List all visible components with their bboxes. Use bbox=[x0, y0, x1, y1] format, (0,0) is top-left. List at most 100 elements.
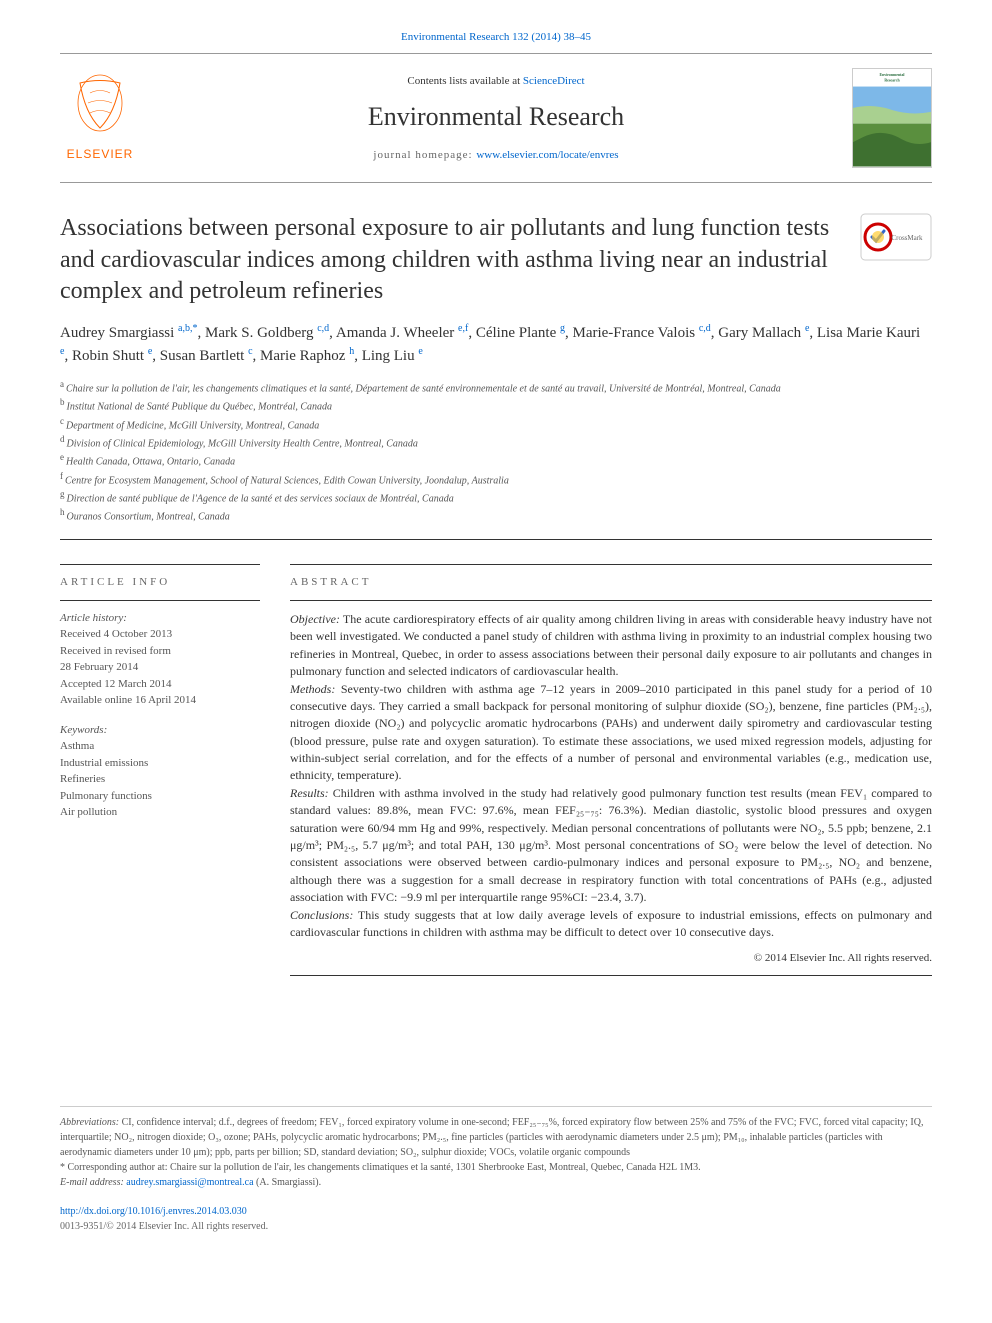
article-title: Associations between personal exposure t… bbox=[60, 213, 840, 307]
right-col-rule bbox=[290, 564, 932, 565]
banner-mid: Contents lists available at ScienceDirec… bbox=[140, 74, 852, 163]
svg-text:ELSEVIER: ELSEVIER bbox=[67, 147, 134, 161]
abstract-section-label: Results: bbox=[290, 786, 329, 800]
top-rule bbox=[60, 53, 932, 54]
corresp-text: Corresponding author at: Chaire sur la p… bbox=[68, 1162, 701, 1173]
author-affil-sup: c,d bbox=[699, 323, 711, 334]
email-link[interactable]: audrey.smargiassi@montreal.ca bbox=[126, 1177, 253, 1188]
keywords-label: Keywords: bbox=[60, 723, 260, 738]
title-block: Associations between personal exposure t… bbox=[60, 213, 932, 307]
journal-cover-icon: Environmental Research bbox=[852, 68, 932, 168]
author-affil-sup: c,d bbox=[317, 323, 329, 334]
affiliation: bInstitut National de Santé Publique du … bbox=[60, 396, 932, 414]
abstract-section-label: Objective: bbox=[290, 612, 340, 626]
author: Marie-France Valois c,d bbox=[572, 325, 710, 341]
affiliation: dDivision of Clinical Epidemiology, McGi… bbox=[60, 433, 932, 451]
contents-line: Contents lists available at ScienceDirec… bbox=[140, 74, 852, 89]
journal-ref-link[interactable]: Environmental Research 132 (2014) 38–45 bbox=[60, 30, 932, 45]
keyword-item: Air pollution bbox=[60, 804, 260, 821]
affil-letter: h bbox=[60, 507, 65, 517]
author-affil-sup: c bbox=[248, 346, 252, 357]
article-info-heading: ARTICLE INFO bbox=[60, 575, 260, 590]
author-affil-sup: g bbox=[560, 323, 565, 334]
author-affil-sup: a,b,* bbox=[178, 323, 197, 334]
email-line: E-mail address: audrey.smargiassi@montre… bbox=[60, 1175, 932, 1190]
author-affil-sup: h bbox=[349, 346, 354, 357]
footer-block: Abbreviations: CI, confidence interval; … bbox=[60, 1106, 932, 1190]
top-banner: ELSEVIER Contents lists available at Sci… bbox=[60, 60, 932, 176]
svg-text:Environmental: Environmental bbox=[879, 73, 905, 77]
author: Céline Plante g bbox=[476, 325, 565, 341]
affiliation: hOuranos Consortium, Montreal, Canada bbox=[60, 506, 932, 524]
history-item: Received 4 October 2013 bbox=[60, 626, 260, 643]
history-label: Article history: bbox=[60, 611, 260, 626]
abbrev-text: CI, confidence interval; d.f., degrees o… bbox=[60, 1117, 923, 1158]
abstract-col: ABSTRACT Objective: The acute cardioresp… bbox=[290, 564, 932, 986]
abstract-section: Results: Children with asthma involved i… bbox=[290, 785, 932, 907]
sciencedirect-link[interactable]: ScienceDirect bbox=[523, 75, 585, 87]
affiliations: aChaire sur la pollution de l'air, les c… bbox=[60, 378, 932, 525]
affil-letter: e bbox=[60, 452, 64, 462]
author: Gary Mallach e bbox=[718, 325, 809, 341]
journal-homepage: journal homepage: www.elsevier.com/locat… bbox=[140, 148, 852, 163]
homepage-link[interactable]: www.elsevier.com/locate/envres bbox=[476, 149, 618, 161]
email-suffix: (A. Smargiassi). bbox=[254, 1177, 322, 1188]
keyword-item: Pulmonary functions bbox=[60, 788, 260, 805]
keyword-item: Asthma bbox=[60, 738, 260, 755]
abstract-section-label: Conclusions: bbox=[290, 908, 353, 922]
left-col-rule bbox=[60, 564, 260, 565]
abstract-section: Objective: The acute cardiorespiratory e… bbox=[290, 611, 932, 681]
copyright-line: © 2014 Elsevier Inc. All rights reserved… bbox=[290, 951, 932, 966]
history-item: Available online 16 April 2014 bbox=[60, 692, 260, 709]
left-col-rule-2 bbox=[60, 600, 260, 601]
affiliation: fCentre for Ecosystem Management, School… bbox=[60, 470, 932, 488]
right-col-rule-3 bbox=[290, 975, 932, 976]
author-affil-sup: e bbox=[418, 346, 422, 357]
keyword-item: Refineries bbox=[60, 771, 260, 788]
affiliation: gDirection de santé publique de l'Agence… bbox=[60, 488, 932, 506]
affiliation: cDepartment of Medicine, McGill Universi… bbox=[60, 415, 932, 433]
section-rule bbox=[60, 539, 932, 540]
affil-letter: b bbox=[60, 397, 65, 407]
main-columns: ARTICLE INFO Article history: Received 4… bbox=[60, 564, 932, 986]
issn-line: 0013-9351/© 2014 Elsevier Inc. All right… bbox=[60, 1221, 268, 1232]
affiliation: eHealth Canada, Ottawa, Ontario, Canada bbox=[60, 451, 932, 469]
doi-block: http://dx.doi.org/10.1016/j.envres.2014.… bbox=[60, 1204, 932, 1234]
keyword-item: Industrial emissions bbox=[60, 755, 260, 772]
corresp-marker: * bbox=[60, 1162, 65, 1173]
history-item: 28 February 2014 bbox=[60, 659, 260, 676]
svg-text:CrossMark: CrossMark bbox=[891, 234, 923, 242]
author-affil-sup: e,f bbox=[458, 323, 468, 334]
author: Amanda J. Wheeler e,f bbox=[336, 325, 468, 341]
abstract-heading: ABSTRACT bbox=[290, 575, 932, 590]
author: Ling Liu e bbox=[362, 348, 423, 364]
author-affil-sup: e bbox=[148, 346, 152, 357]
author: Susan Bartlett c bbox=[160, 348, 253, 364]
author: Robin Shutt e bbox=[72, 348, 152, 364]
affiliation: aChaire sur la pollution de l'air, les c… bbox=[60, 378, 932, 396]
abstract-section: Methods: Seventy-two children with asthm… bbox=[290, 681, 932, 785]
abbreviations: Abbreviations: CI, confidence interval; … bbox=[60, 1115, 932, 1160]
author: Marie Raphoz h bbox=[260, 348, 354, 364]
author: Audrey Smargiassi a,b,* bbox=[60, 325, 198, 341]
banner-bottom-rule bbox=[60, 182, 932, 183]
affil-letter: c bbox=[60, 416, 64, 426]
article-info-col: ARTICLE INFO Article history: Received 4… bbox=[60, 564, 260, 986]
journal-name: Environmental Research bbox=[140, 99, 852, 135]
affil-letter: g bbox=[60, 489, 65, 499]
contents-text: Contents lists available at bbox=[407, 75, 522, 87]
author-affil-sup: e bbox=[60, 346, 64, 357]
abbrev-label: Abbreviations: bbox=[60, 1117, 119, 1128]
author: Mark S. Goldberg c,d bbox=[205, 325, 329, 341]
crossmark-badge-icon[interactable]: CrossMark bbox=[860, 213, 932, 261]
authors: Audrey Smargiassi a,b,*, Mark S. Goldber… bbox=[60, 321, 932, 368]
history-item: Received in revised form bbox=[60, 643, 260, 660]
corresponding-author: * Corresponding author at: Chaire sur la… bbox=[60, 1160, 932, 1175]
homepage-label: journal homepage: bbox=[373, 149, 476, 161]
right-col-rule-2 bbox=[290, 600, 932, 601]
abstract-section-label: Methods: bbox=[290, 682, 335, 696]
affil-letter: d bbox=[60, 434, 65, 444]
history-item: Accepted 12 March 2014 bbox=[60, 676, 260, 693]
doi-link[interactable]: http://dx.doi.org/10.1016/j.envres.2014.… bbox=[60, 1206, 247, 1217]
email-label: E-mail address: bbox=[60, 1177, 126, 1188]
